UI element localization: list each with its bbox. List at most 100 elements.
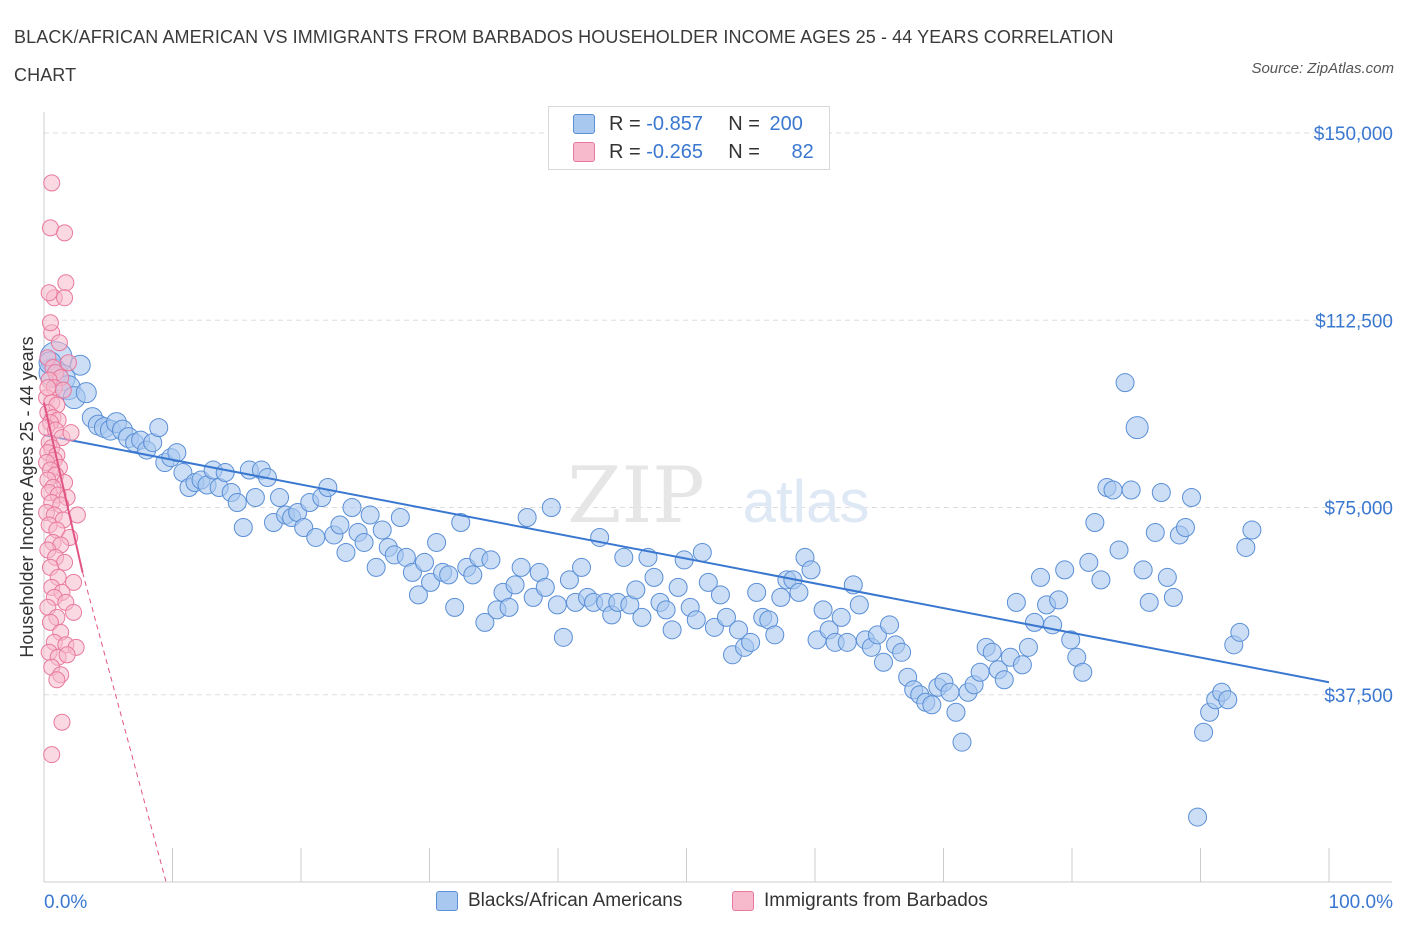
- data-point-blacks: [1061, 630, 1081, 650]
- data-point-barbados: [57, 274, 75, 292]
- blue-swatch-icon: [573, 114, 595, 134]
- data-point-blacks: [1079, 552, 1099, 572]
- trendline-barbados-extrapolated: [82, 572, 167, 883]
- data-point-blacks: [1139, 592, 1159, 612]
- data-point-blacks: [1018, 637, 1038, 657]
- data-point-blacks: [233, 517, 253, 537]
- data-point-blacks: [837, 632, 857, 652]
- data-point-barbados: [62, 424, 80, 442]
- data-point-blacks: [439, 565, 459, 585]
- data-point-blacks: [481, 550, 501, 570]
- n-label: N =: [728, 140, 766, 163]
- data-point-blacks: [656, 600, 676, 620]
- data-point-blacks: [892, 642, 912, 662]
- data-point-blacks: [849, 595, 869, 615]
- data-point-blacks: [342, 498, 362, 517]
- data-point-blacks: [668, 577, 688, 597]
- pink-swatch-icon: [732, 891, 754, 911]
- data-point-blacks: [360, 505, 380, 525]
- x-tick-label: 0.0%: [44, 892, 87, 913]
- y-tick-label: $150,000: [1314, 124, 1393, 145]
- data-point-blacks: [227, 493, 247, 513]
- data-point-blacks: [1218, 690, 1238, 710]
- stats-legend-row-pink: R = -0.265 N = 82: [573, 141, 814, 163]
- data-point-barbados: [43, 746, 61, 764]
- data-point-blacks: [710, 585, 730, 605]
- data-point-blacks: [982, 642, 1002, 662]
- data-point-barbados: [65, 573, 83, 591]
- data-point-blacks: [245, 488, 265, 508]
- data-point-blacks: [952, 732, 972, 752]
- data-point-blacks: [1230, 622, 1250, 642]
- data-point-blacks: [632, 607, 652, 627]
- data-point-blacks: [1115, 373, 1135, 393]
- blue-swatch-icon: [436, 891, 458, 911]
- legend-item-barbados[interactable]: Immigrants from Barbados: [732, 890, 988, 912]
- data-point-barbados: [43, 174, 61, 192]
- data-point-blacks: [535, 577, 555, 597]
- data-point-blacks: [1242, 520, 1262, 540]
- data-point-blacks: [451, 512, 471, 532]
- data-point-blacks: [330, 515, 350, 535]
- trendline-blacks: [43, 434, 1330, 684]
- data-point-blacks: [1194, 722, 1214, 742]
- data-point-blacks: [747, 582, 767, 602]
- data-point-barbados: [41, 314, 59, 332]
- data-point-blacks: [626, 580, 646, 600]
- data-point-blacks: [692, 542, 712, 562]
- data-point-blacks: [336, 542, 356, 562]
- data-point-blacks: [686, 610, 706, 630]
- data-point-blacks: [149, 418, 169, 438]
- data-point-blacks: [644, 567, 664, 587]
- data-point-barbados: [65, 603, 83, 621]
- legend-label: Immigrants from Barbados: [764, 890, 988, 911]
- data-point-blacks: [541, 498, 561, 517]
- stats-legend: R = -0.857 N = 200 R = -0.265 N = 82: [548, 106, 830, 170]
- data-point-blacks: [729, 620, 749, 640]
- data-point-blacks: [390, 507, 410, 527]
- source-label: Source: ZipAtlas.com: [1251, 60, 1394, 77]
- n-value: 200: [769, 112, 803, 135]
- data-point-blacks: [445, 597, 465, 617]
- data-point-blacks: [940, 682, 960, 702]
- x-tick-label: 100.0%: [1329, 892, 1394, 913]
- data-point-blacks: [662, 620, 682, 640]
- data-point-blacks: [1049, 590, 1069, 610]
- data-point-blacks: [1012, 655, 1032, 675]
- data-point-barbados: [40, 284, 58, 302]
- data-point-blacks: [215, 463, 235, 483]
- data-point-blacks: [1055, 560, 1075, 580]
- y-axis-label: Householder Income Ages 25 - 44 years: [17, 336, 37, 657]
- data-point-blacks: [741, 632, 761, 652]
- data-point-blacks: [1073, 662, 1093, 682]
- pink-swatch-icon: [573, 142, 595, 162]
- r-value: -0.265: [646, 140, 703, 163]
- data-point-blacks: [801, 560, 821, 580]
- data-point-blacks: [880, 615, 900, 635]
- stats-legend-row-blue: R = -0.857 N = 200: [573, 113, 803, 135]
- data-point-blacks: [1236, 537, 1256, 557]
- data-point-blacks: [1103, 480, 1123, 500]
- chart-title: BLACK/AFRICAN AMERICAN VS IMMIGRANTS FRO…: [14, 27, 1114, 85]
- data-point-blacks: [547, 595, 567, 615]
- data-point-barbados: [56, 289, 74, 307]
- data-point-barbados: [41, 219, 59, 237]
- data-point-barbados: [41, 613, 59, 631]
- data-point-blacks: [270, 488, 290, 508]
- data-point-blacks: [75, 382, 97, 404]
- data-point-blacks: [1091, 570, 1111, 590]
- data-point-blacks: [1188, 807, 1208, 827]
- data-point-blacks: [511, 557, 531, 577]
- data-point-barbados: [54, 381, 72, 399]
- data-point-blacks: [463, 565, 483, 585]
- data-point-barbados: [50, 334, 68, 352]
- watermark-zip: ZIP: [567, 451, 705, 541]
- data-point-barbados: [68, 506, 86, 524]
- data-point-blacks: [922, 695, 942, 715]
- legend-item-blacks[interactable]: Blacks/African Americans: [436, 890, 682, 912]
- data-point-barbados: [56, 224, 74, 242]
- data-point-blacks: [994, 670, 1014, 690]
- y-tick-label: $75,000: [1324, 499, 1393, 520]
- data-point-blacks: [372, 520, 392, 540]
- data-point-blacks: [475, 612, 495, 632]
